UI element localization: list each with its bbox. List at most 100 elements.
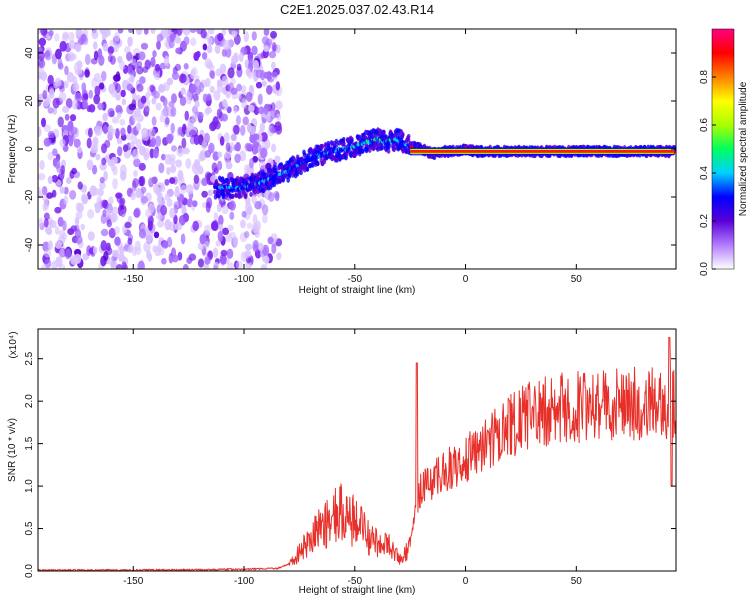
heatmap-cell [71,99,78,110]
heatmap-cell [91,164,98,175]
heatmap-cell [44,259,52,269]
heatmap-cell [47,107,54,114]
heatmap-cell [222,39,231,51]
heatmap-cell [221,75,229,87]
heatmap-cell [305,166,310,172]
heatmap-cell [217,230,224,242]
heatmap-cell [390,132,395,138]
heatmap-cell [117,29,124,34]
heatmap-cell [133,207,141,218]
heatmap-cell [127,36,133,47]
heatmap-cell [153,231,160,239]
heatmap-cell [180,184,187,194]
heatmap-cell [41,186,48,196]
heatmap-cell [132,177,139,188]
heatmap-cell [94,85,101,97]
y-tick-label: 2.0 [24,394,35,408]
heatmap-cell [191,162,200,174]
heatmap-cell [38,172,46,181]
heatmap-cell [156,212,163,220]
heatmap-cell [164,117,170,125]
heatmap-cell [193,51,200,62]
heatmap-cell [309,148,314,154]
heatmap-cell [127,124,132,134]
heatmap-cell [109,128,117,135]
heatmap-cell [222,227,230,236]
heatmap-cell [171,71,180,81]
heatmap-cell [198,82,205,93]
heatmap-cell [248,104,255,113]
heatmap-cell [257,242,264,252]
heatmap-cell [199,233,207,245]
heatmap-cell [140,195,149,204]
heatmap-cell [132,246,137,257]
heatmap-cell [204,224,211,234]
heatmap-cell [226,262,235,269]
heatmap-cell [38,59,46,69]
heatmap-cell [97,102,104,111]
heatmap-cell [87,209,95,219]
heatmap-cell [86,137,92,149]
heatmap-cell [265,38,273,47]
heatmap-cell [131,127,138,135]
heatmap-cell [39,159,45,171]
heatmap-cell [120,89,126,98]
heatmap-cell [113,43,119,53]
heatmap-cell [52,107,58,115]
heatmap-cell [54,226,60,235]
heatmap-cell [397,132,401,139]
x-tick-label: -50 [348,576,363,587]
heatmap-cell [126,83,134,92]
heatmap-cell [149,84,155,93]
colorbar-tick-label: 0.6 [699,118,710,132]
x-tick-label: -150 [123,274,143,285]
heatmap-cell [207,37,213,46]
heatmap-cell [40,71,48,81]
heatmap-cell [227,224,234,232]
heatmap-cell [101,199,108,209]
heatmap-cell [192,220,199,231]
heatmap-cell [146,232,153,243]
heatmap-cell [193,174,200,185]
heatmap-cell [264,181,269,187]
heatmap-cell [156,40,161,50]
heatmap-cell [185,158,192,169]
heatmap-cell [174,36,182,44]
heatmap-cell [45,95,52,106]
colorbar-tick-label: 0.8 [699,70,710,84]
heatmap-cell [90,146,98,154]
heatmap-cell [164,178,170,186]
heatmap-cell [43,212,50,221]
heatmap-cell [176,29,183,36]
heatmap-cell [55,256,63,268]
heatmap-cell [188,253,197,261]
heatmap-cell [273,164,277,170]
heatmap-cell [202,93,209,103]
heatmap-cell [51,174,59,183]
heatmap-cell [154,73,160,81]
heatmap-cell [206,61,214,69]
heatmap-cell [274,155,281,164]
heatmap-cell [299,169,303,176]
heatmap-cell [211,162,218,173]
heatmap-cell [129,141,135,149]
heatmap-cell [204,149,212,158]
heatmap-cell [47,130,55,139]
heatmap-cell [275,125,283,135]
heatmap-cell [188,129,197,138]
heatmap-cell [100,240,108,252]
heatmap-cell [80,223,85,231]
heatmap-cell [72,82,80,93]
heatmap-cell [71,167,77,175]
heatmap-cell [127,65,133,76]
heatmap-cell [245,196,251,205]
heatmap-cell [248,58,254,68]
heatmap-cell [190,37,197,47]
x-tick-label: -150 [123,576,143,587]
heatmap-cell [143,241,151,253]
heatmap-cell [127,215,133,224]
heatmap-cell [209,70,215,79]
heatmap-cell [116,112,122,119]
heatmap-panel: -150 -100 -50 0 50 -40 -20 0 20 40 Height of stra… [7,28,677,296]
heatmap-cell [323,143,328,149]
